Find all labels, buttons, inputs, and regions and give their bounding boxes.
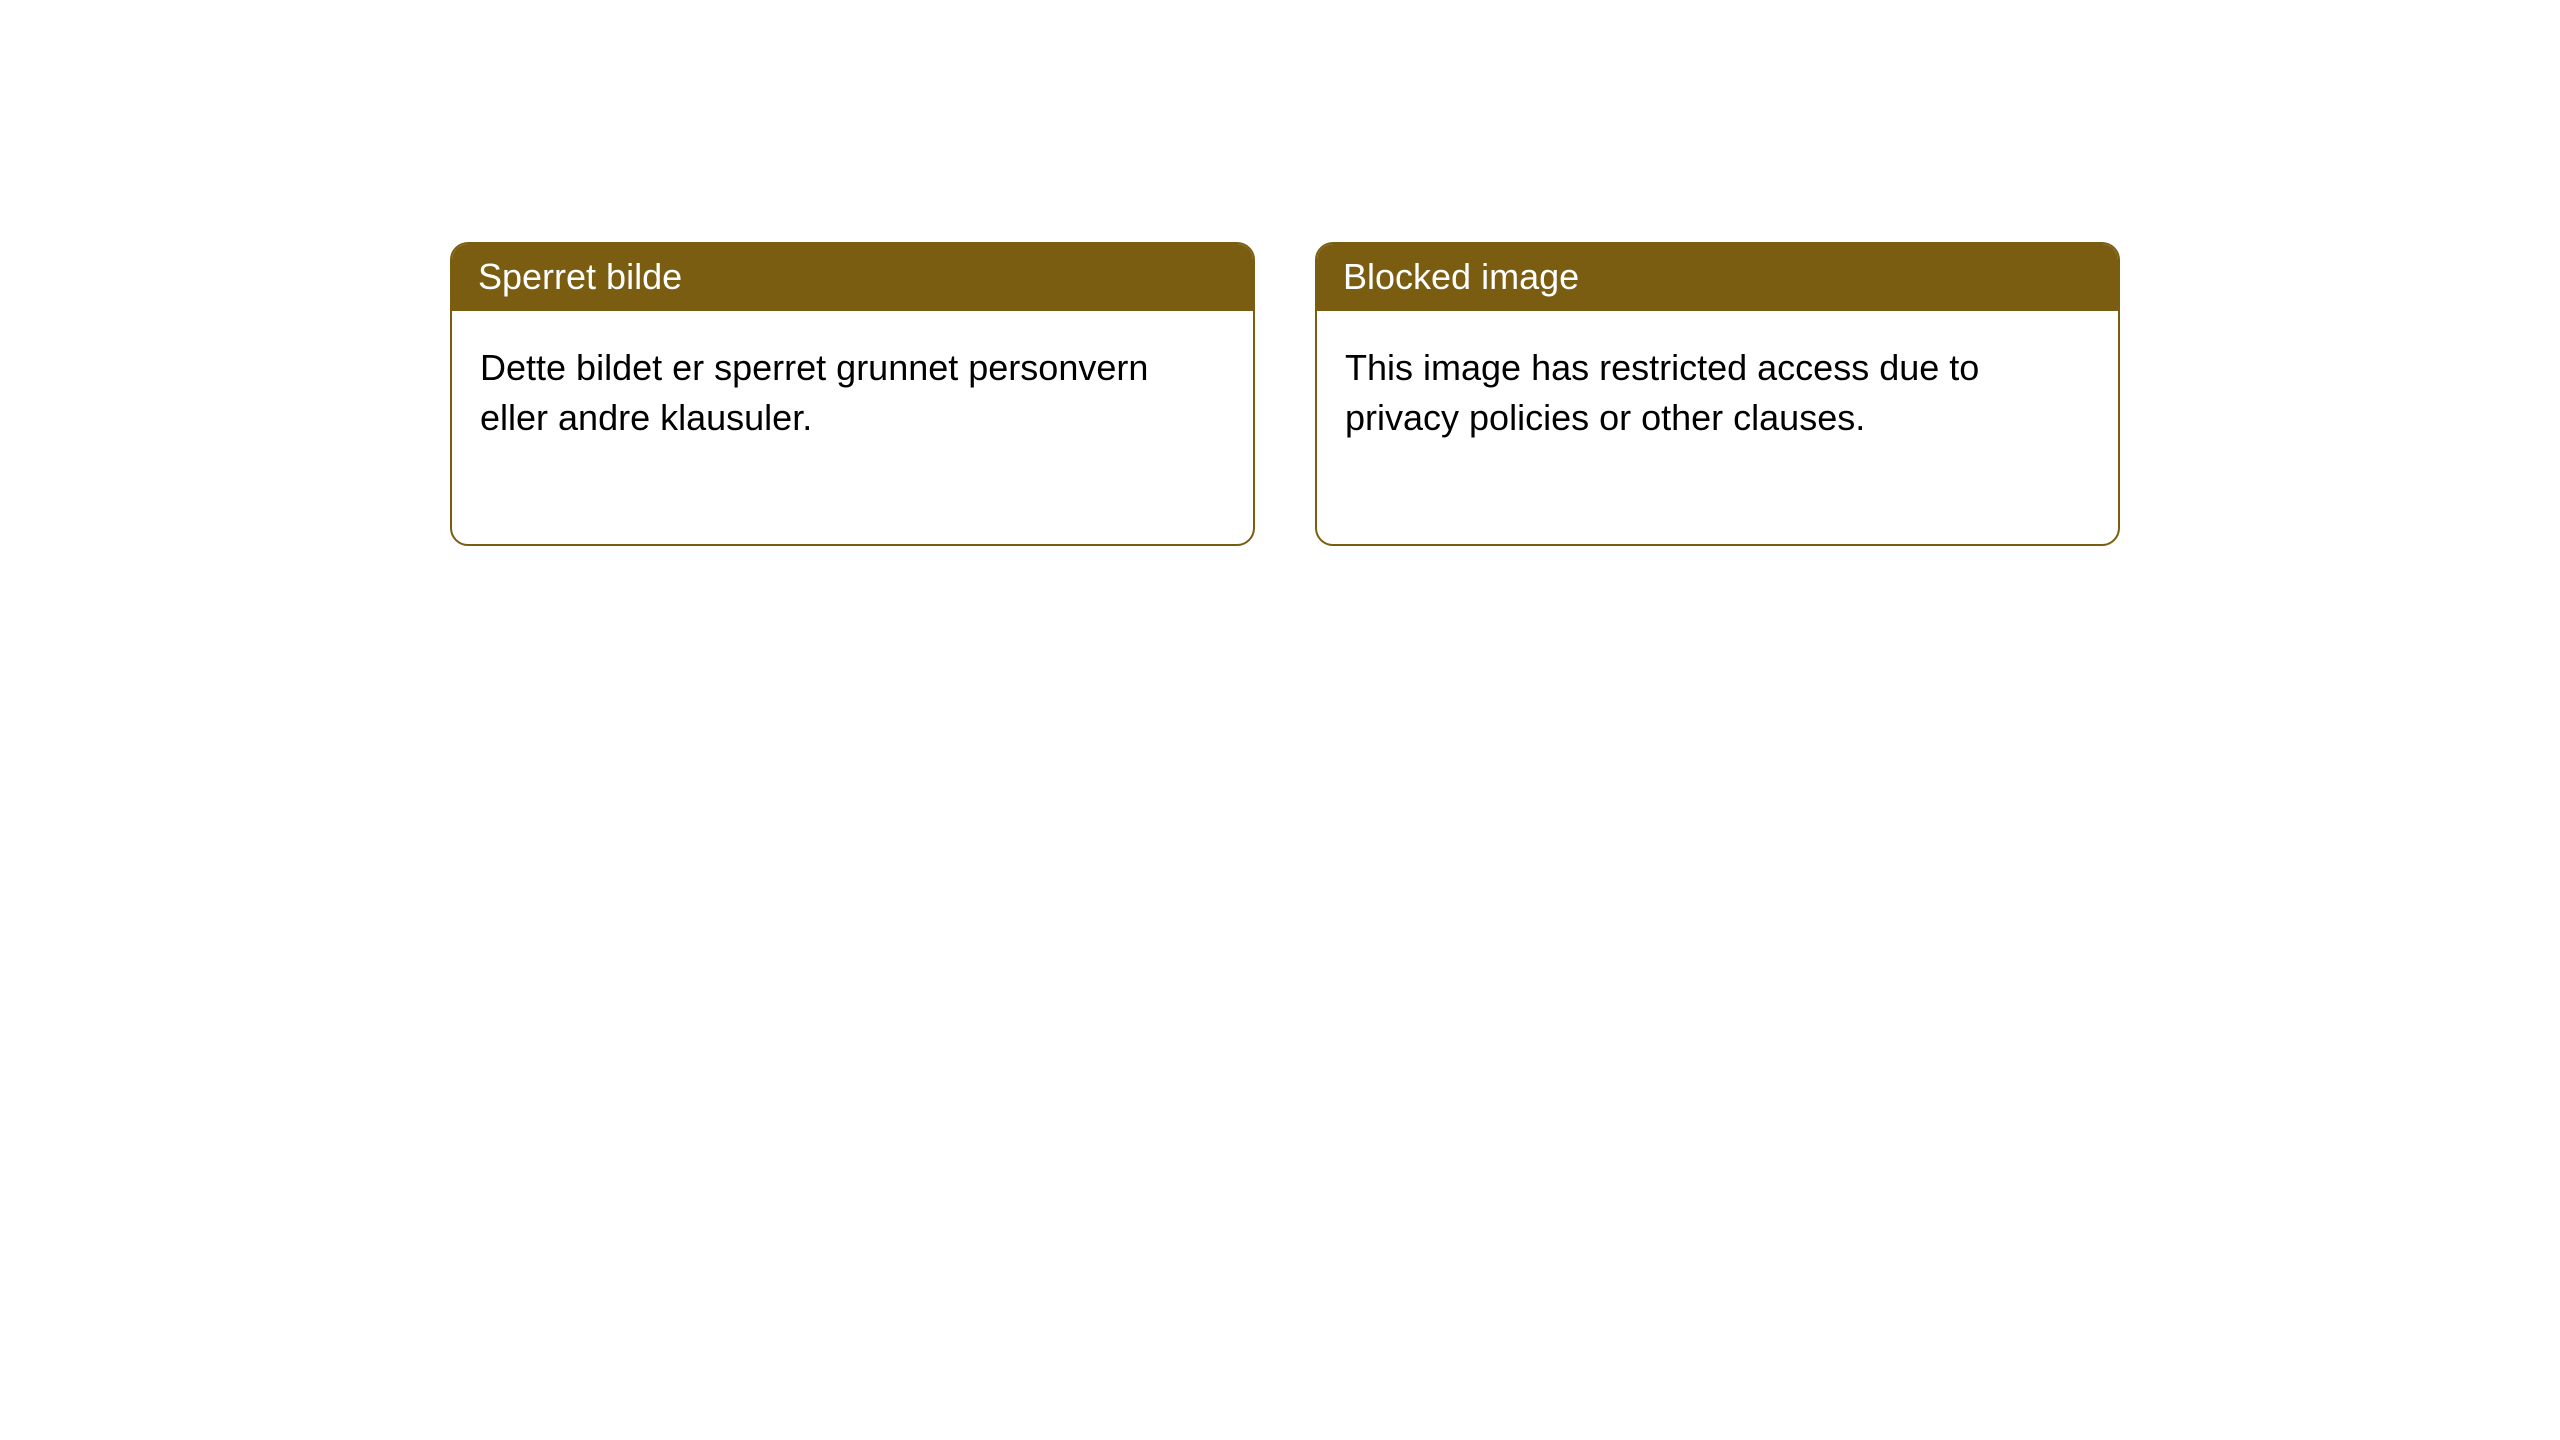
notice-card-english: Blocked image This image has restricted … bbox=[1315, 242, 2120, 546]
notice-card-norwegian: Sperret bilde Dette bildet er sperret gr… bbox=[450, 242, 1255, 546]
notice-title: Sperret bilde bbox=[452, 244, 1253, 311]
notice-body-text: This image has restricted access due to … bbox=[1317, 311, 2118, 544]
notice-container: Sperret bilde Dette bildet er sperret gr… bbox=[0, 0, 2560, 546]
notice-title: Blocked image bbox=[1317, 244, 2118, 311]
notice-body-text: Dette bildet er sperret grunnet personve… bbox=[452, 311, 1253, 544]
